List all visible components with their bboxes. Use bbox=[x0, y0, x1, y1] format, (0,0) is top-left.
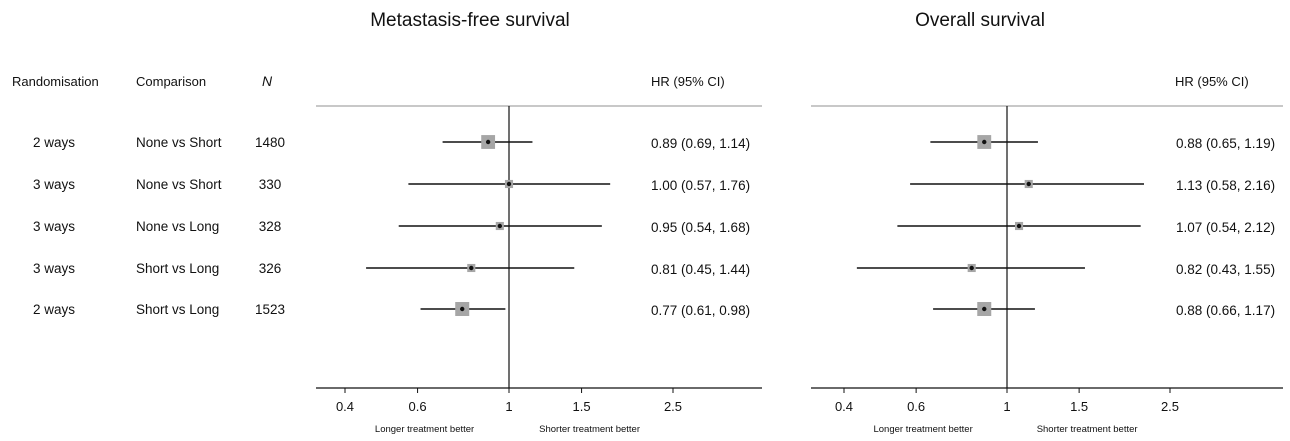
panel-metastasis-free-survival: Metastasis-free survival HR (95% CI) 0.4 0.… bbox=[316, 10, 762, 435]
x-tick-label: 0.6 bbox=[409, 399, 427, 414]
header-comparison: Comparison bbox=[136, 74, 206, 89]
row-randomisation: 2 ways bbox=[33, 135, 75, 150]
row-comparison: Short vs Long bbox=[136, 302, 219, 317]
point-estimate bbox=[506, 181, 512, 187]
point-estimate bbox=[969, 265, 974, 271]
panel-overall-survival: Overall survival HR (95% CI) 0.4 0.6 1 1.5 2.5… bbox=[811, 10, 1283, 435]
x-tick-label: 0.4 bbox=[835, 399, 853, 414]
row-labels: 2 ways None vs Short 1480 3 ways None vs Sho… bbox=[33, 135, 285, 317]
hr-value-label: 0.77 (0.61, 0.98) bbox=[651, 303, 750, 318]
point-estimate bbox=[982, 306, 987, 312]
hr-value-label: 0.88 (0.66, 1.17) bbox=[1176, 303, 1275, 318]
hr-value-label: 1.13 (0.58, 2.16) bbox=[1176, 178, 1275, 193]
row-n: 1523 bbox=[255, 302, 285, 317]
header-randomisation: Randomisation bbox=[12, 74, 99, 89]
row-comparison: None vs Short bbox=[136, 135, 222, 150]
x-tick-label: 2.5 bbox=[1161, 399, 1179, 414]
x-tick-label: 0.4 bbox=[336, 399, 354, 414]
point-estimate bbox=[485, 139, 491, 145]
panel-title: Metastasis-free survival bbox=[370, 10, 570, 31]
row-comparison: None vs Short bbox=[136, 177, 222, 192]
right-note: Shorter treatment better bbox=[539, 424, 640, 435]
left-note: Longer treatment better bbox=[873, 424, 972, 435]
row-randomisation: 3 ways bbox=[33, 177, 75, 192]
row-randomisation: 3 ways bbox=[33, 261, 75, 276]
point-estimate bbox=[1016, 223, 1022, 229]
x-tick-label: 1 bbox=[1003, 399, 1010, 414]
x-tick-label: 1 bbox=[505, 399, 512, 414]
point-estimate bbox=[497, 223, 503, 229]
row-randomisation: 2 ways bbox=[33, 302, 75, 317]
header-n: N bbox=[262, 73, 273, 89]
point-estimate bbox=[460, 306, 465, 312]
row-randomisation: 3 ways bbox=[33, 219, 75, 234]
hr-column-header: HR (95% CI) bbox=[651, 74, 725, 89]
hr-value-label: 0.95 (0.54, 1.68) bbox=[651, 220, 750, 235]
point-estimate bbox=[1026, 181, 1031, 187]
x-tick-label: 1.5 bbox=[1070, 399, 1088, 414]
row-n: 326 bbox=[259, 261, 282, 276]
hr-value-label: 1.00 (0.57, 1.76) bbox=[651, 178, 750, 193]
hr-value-label: 0.81 (0.45, 1.44) bbox=[651, 262, 750, 277]
hr-value-label: 0.89 (0.69, 1.14) bbox=[651, 136, 750, 151]
hr-value-label: 0.88 (0.65, 1.19) bbox=[1176, 136, 1275, 151]
hr-value-label: 0.82 (0.43, 1.55) bbox=[1176, 262, 1275, 277]
point-estimate bbox=[469, 265, 474, 271]
hr-value-label: 1.07 (0.54, 2.12) bbox=[1176, 220, 1275, 235]
x-tick-label: 2.5 bbox=[664, 399, 682, 414]
row-n: 330 bbox=[259, 177, 282, 192]
row-n: 328 bbox=[259, 219, 282, 234]
right-note: Shorter treatment better bbox=[1037, 424, 1138, 435]
point-estimate bbox=[982, 139, 987, 145]
row-comparison: None vs Long bbox=[136, 219, 219, 234]
row-comparison: Short vs Long bbox=[136, 261, 219, 276]
x-tick-label: 1.5 bbox=[573, 399, 591, 414]
panel-title: Overall survival bbox=[915, 10, 1045, 31]
x-tick-label: 0.6 bbox=[907, 399, 925, 414]
row-n: 1480 bbox=[255, 135, 285, 150]
left-note: Longer treatment better bbox=[375, 424, 474, 435]
hr-column-header: HR (95% CI) bbox=[1175, 74, 1249, 89]
